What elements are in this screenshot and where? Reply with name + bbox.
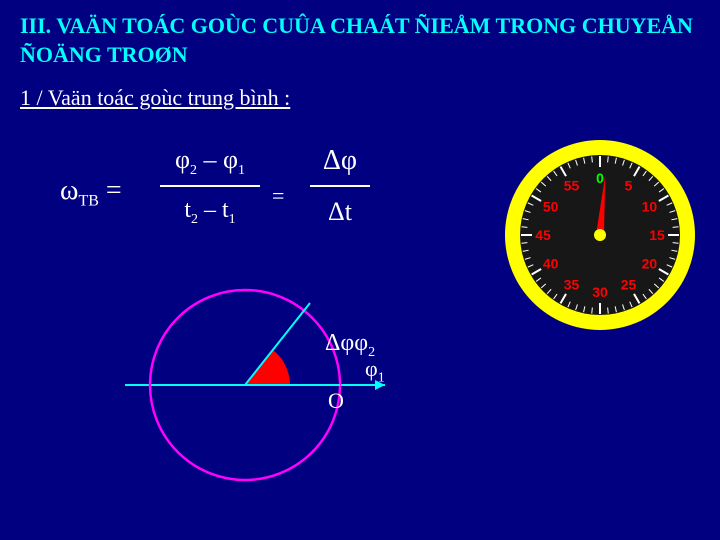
equals-2: = (272, 183, 284, 209)
fraction-line-2 (310, 185, 370, 187)
gauge-label: 55 (564, 178, 580, 194)
numerator-2: Δφ (310, 145, 370, 179)
gauge-tick (608, 308, 609, 314)
gauge-label: 50 (543, 199, 559, 215)
gauge-dial: 0 5 10 15 20 25 30 35 40 45 50 55 (500, 135, 700, 335)
gauge-label: 30 (592, 284, 608, 300)
gauge-tick (673, 243, 679, 244)
denominator-2: Δt (310, 197, 370, 227)
fraction-line-1 (160, 185, 260, 187)
gauge-tick (592, 308, 593, 314)
omega-symbol: ωTB = (60, 175, 122, 211)
slide-title: III. VAÄN TOÁC GOÙC CUÛA CHAÁT ÑIEÅM TRO… (0, 0, 720, 77)
gauge-tick (592, 156, 593, 162)
gauge-tick (521, 243, 527, 244)
fraction-2: Δφ Δt (310, 145, 370, 227)
gauge-label: 15 (649, 227, 665, 243)
gauge-label: 35 (564, 276, 580, 292)
gauge-label: 5 (625, 178, 633, 194)
gauge-label: 40 (543, 256, 559, 272)
origin-label: O (328, 388, 344, 414)
numerator-1: φ2 – φ1 (160, 145, 260, 179)
gauge-label: 10 (642, 199, 658, 215)
section-subtitle: 1 / Vaän toác goùc trung bình : (0, 77, 720, 111)
gauge-label: 20 (642, 256, 658, 272)
fraction-1: φ2 – φ1 t2 – t1 (160, 145, 260, 228)
phi1-label: φ1 (365, 356, 385, 386)
denominator-1: t2 – t1 (160, 197, 260, 228)
gauge-hub (594, 229, 606, 241)
gauge-label: 45 (535, 227, 551, 243)
gauge-tick (608, 156, 609, 162)
circle-diagram (115, 275, 395, 505)
formula-block: ωTB = φ2 – φ1 t2 – t1 = Δφ Δt (60, 145, 410, 255)
gauge-label: 25 (621, 276, 637, 292)
gauge-tick (521, 227, 527, 228)
gauge-tick (673, 227, 679, 228)
gauge-label: 0 (596, 170, 604, 186)
